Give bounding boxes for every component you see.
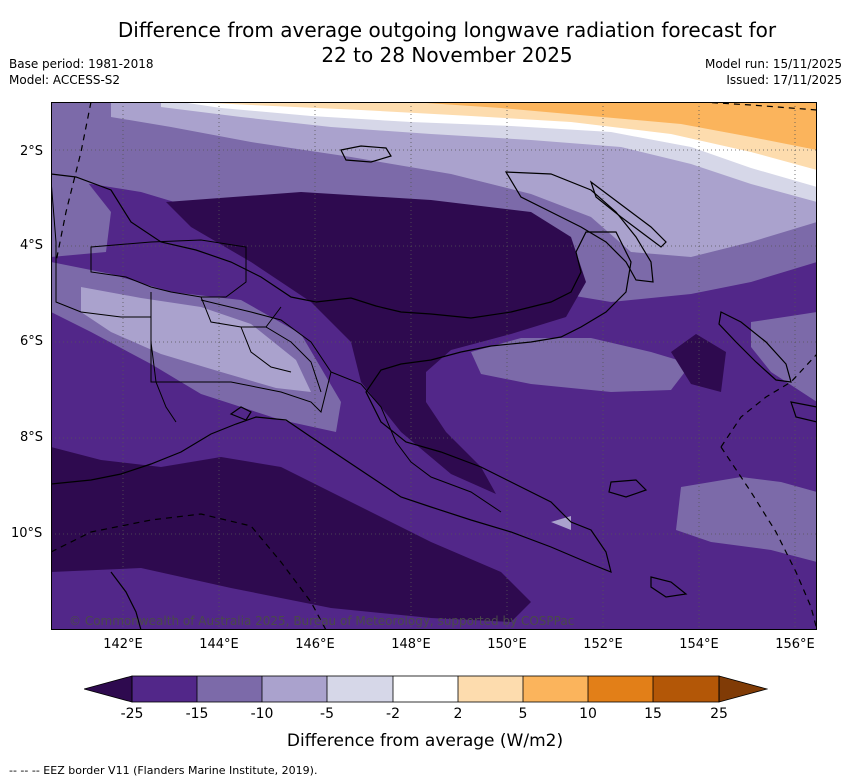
model-name: Model: ACCESS-S2	[9, 73, 121, 87]
png-indonesia-border	[51, 179, 177, 423]
colorbar-swatch-8	[588, 676, 653, 702]
eez-legend: -- -- -- EEZ border V11 (Flanders Marine…	[9, 764, 318, 777]
anomaly-core-north	[166, 192, 586, 494]
colorbar-extend-low	[84, 675, 133, 703]
model-run: Model run: 15/11/2025	[704, 57, 842, 71]
meta-left: Base period: 1981-2018 Model: ACCESS-S2	[9, 56, 154, 88]
colorbar-swatch-6	[458, 676, 523, 702]
anomaly-patch-central	[471, 338, 691, 392]
lat-label-4s: 4°S	[20, 238, 44, 253]
colorbar-tick: -2	[386, 706, 400, 722]
anomaly-speck-southeast	[551, 516, 571, 530]
colorbar-tick: -25	[120, 706, 144, 722]
base-period: Base period: 1981-2018	[9, 57, 154, 71]
lon-label-144e: 144°E	[199, 637, 239, 652]
colorbar-tick: -5	[320, 706, 334, 722]
anomaly-patch-east	[751, 312, 817, 402]
colorbar-label: Difference from average (W/m2)	[286, 731, 564, 751]
anomaly-patch-highlands-inner	[81, 287, 311, 392]
map-title: Difference from average outgoing longwav…	[0, 18, 850, 68]
lon-label-150e: 150°E	[487, 637, 527, 652]
colorbar-outline	[131, 675, 720, 703]
anomaly-patch-west	[51, 172, 111, 257]
map-panel	[51, 102, 817, 630]
title-line-2: 22 to 28 November 2025	[321, 43, 573, 67]
colorbar-swatch-7	[523, 676, 588, 702]
anomaly-core-east-small	[671, 334, 726, 392]
colorbar-swatch-2	[197, 676, 262, 702]
colorbar-swatch-5	[393, 676, 458, 702]
new-guinea-coast	[51, 173, 632, 573]
eez-border-west	[55, 102, 92, 263]
lon-label-154e: 154°E	[679, 637, 719, 652]
anomaly-band-plus5	[411, 102, 817, 150]
colorbar-tick: 25	[710, 706, 728, 722]
eez-border-southeast	[720, 446, 817, 630]
lon-label-146e: 146°E	[295, 637, 335, 652]
colorbar-swatch-4	[327, 676, 393, 702]
lat-label-10s: 10°S	[11, 526, 43, 541]
bougainville-coast	[718, 311, 792, 383]
lat-label-6s: 6°S	[20, 334, 44, 349]
new-ireland-coast	[589, 180, 667, 248]
d-entrecasteaux-coast	[608, 479, 648, 498]
lat-label-8s: 8°S	[20, 430, 44, 445]
lon-label-142e: 142°E	[103, 637, 143, 652]
lon-label-148e: 148°E	[391, 637, 431, 652]
louisiade-coast	[650, 576, 688, 598]
province-borders	[90, 239, 502, 513]
colorbar-tick: -15	[185, 706, 209, 722]
colorbar-tick: 2	[453, 706, 463, 722]
eez-border-south	[51, 513, 327, 630]
issued-date: Issued: 17/11/2025	[726, 73, 842, 87]
solomons-coast	[790, 401, 817, 423]
meta-right: Model run: 15/11/2025 Issued: 17/11/2025	[705, 56, 842, 88]
copyright-credit: © Commonwealth of Australia 2025, Bureau…	[69, 614, 575, 628]
torres-islands	[229, 406, 252, 421]
colorbar	[84, 675, 768, 703]
title-line-1: Difference from average outgoing longwav…	[117, 18, 777, 42]
cape-york-coast	[110, 571, 142, 630]
lon-label-156e: 156°E	[775, 637, 815, 652]
highlands-borders	[200, 296, 322, 393]
anomaly-patch-southeast	[676, 477, 817, 562]
colorbar-tick: 5	[518, 706, 528, 722]
eez-border-east	[720, 353, 817, 448]
colorbar-extend-high	[718, 675, 768, 703]
colorbar-swatch-9	[653, 676, 719, 702]
lat-label-2s: 2°S	[20, 144, 44, 159]
manus-coast	[340, 145, 392, 163]
map-frame	[51, 102, 817, 630]
colorbar-tick: 15	[644, 706, 662, 722]
graticule	[51, 102, 817, 630]
lon-label-152e: 152°E	[583, 637, 623, 652]
colorbar-tick: 10	[579, 706, 597, 722]
colorbar-swatch-3	[262, 676, 327, 702]
colorbar-tick: -10	[250, 706, 274, 722]
admin-borders	[51, 179, 502, 513]
coastlines	[51, 145, 817, 630]
colorbar-swatch-1	[132, 676, 197, 702]
